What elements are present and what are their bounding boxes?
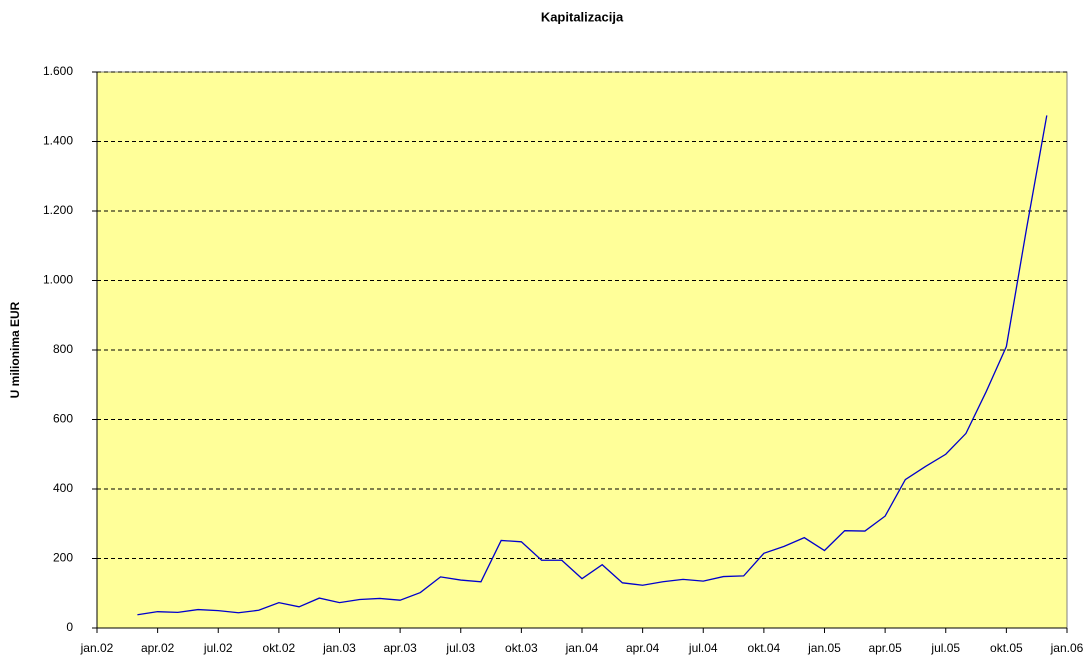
y-tick-label: 0 bbox=[66, 620, 73, 634]
x-tick-label: apr.02 bbox=[141, 641, 175, 655]
x-tick-label: apr.04 bbox=[626, 641, 660, 655]
x-tick-label: apr.03 bbox=[383, 641, 417, 655]
x-tick-label: jan.03 bbox=[322, 641, 356, 655]
x-tick-label: okt.03 bbox=[505, 641, 538, 655]
x-tick-label: jan.05 bbox=[807, 641, 841, 655]
chart-title: Kapitalizacija bbox=[541, 9, 624, 24]
x-tick-label: okt.02 bbox=[263, 641, 296, 655]
x-tick-label: apr.05 bbox=[868, 641, 902, 655]
y-tick-label: 400 bbox=[53, 481, 73, 495]
x-tick-label: jan.06 bbox=[1050, 641, 1084, 655]
x-tick-label: jan.04 bbox=[565, 641, 599, 655]
x-tick-label: okt.04 bbox=[748, 641, 781, 655]
y-axis-label: U milionima EUR bbox=[8, 301, 22, 398]
data-line bbox=[137, 115, 1048, 616]
y-tick-label: 1.400 bbox=[43, 134, 73, 148]
x-tick-label: jul.04 bbox=[688, 641, 718, 655]
x-tick-label: jul.02 bbox=[203, 641, 233, 655]
y-tick-label: 800 bbox=[53, 342, 73, 356]
y-tick-label: 1.200 bbox=[43, 203, 73, 217]
x-tick-label: jan.02 bbox=[80, 641, 114, 655]
x-tick-label: jul.05 bbox=[930, 641, 960, 655]
y-tick-label: 1.000 bbox=[43, 273, 73, 287]
y-tick-label: 600 bbox=[53, 412, 73, 426]
x-tick-label: jul.03 bbox=[445, 641, 475, 655]
y-tick-label: 1.600 bbox=[43, 64, 73, 78]
y-tick-label: 200 bbox=[53, 551, 73, 565]
x-tick-label: okt.05 bbox=[990, 641, 1023, 655]
